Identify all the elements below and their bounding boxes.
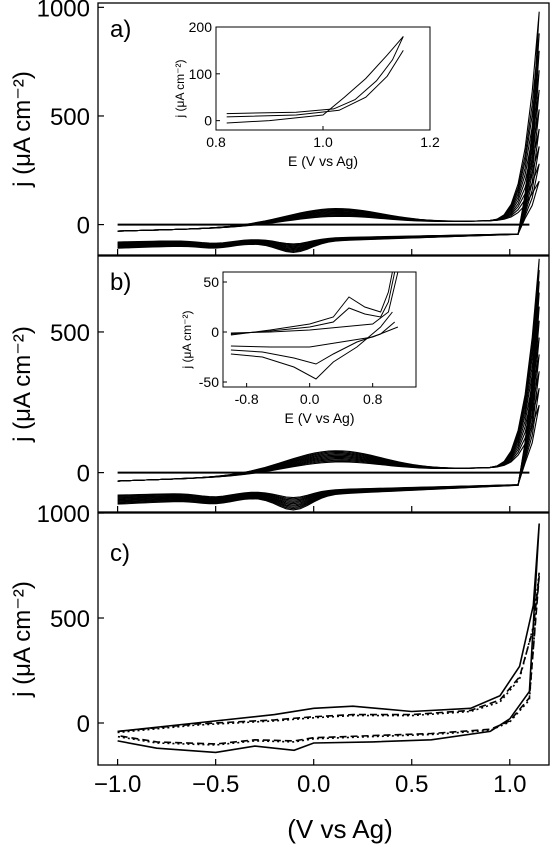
inset-x-tick-label: 1.0 [313, 134, 333, 150]
plot-area-0 [117, 11, 540, 253]
cv-trace-dotted [117, 571, 540, 746]
inset-x-tick-label: 0.8 [206, 134, 226, 150]
panel-label: b) [110, 269, 131, 296]
y-axis-label: j (μA cm⁻²) [9, 326, 36, 443]
plot-area-2 [117, 523, 540, 754]
panel-label: c) [110, 540, 130, 567]
inset-x-label: E (V vs Ag) [288, 153, 358, 169]
inset-y-tick-label: 200 [189, 19, 213, 35]
inset-x-tick-label: 0.8 [363, 391, 383, 407]
x-axis-label: (V vs Ag) [287, 814, 392, 844]
panel-frame-1 [97, 255, 550, 513]
x-tick-label: 0.0 [297, 771, 330, 798]
plot-area-1 [117, 258, 540, 511]
panel-frame-0 [97, 2, 550, 256]
inset-trace-1 [230, 311, 393, 380]
inset-y-tick-label: 0 [211, 324, 219, 340]
y-axis-label: j (μA cm⁻²) [9, 581, 36, 698]
inset-trace-1 [226, 36, 404, 124]
cv-cycle-11 [117, 258, 540, 511]
y-tick-label: 1000 [37, 0, 90, 22]
inset-trace-2 [226, 50, 404, 118]
inset-x-tick-label: 0.0 [300, 391, 320, 407]
cv-cycle-2 [117, 388, 540, 500]
y-tick-label: 1000 [37, 501, 90, 528]
inset-y-tick-label: 50 [203, 274, 219, 290]
x-tick-label: 0.5 [395, 771, 428, 798]
inset-trace-0 [226, 36, 404, 115]
inset-trace-0 [230, 272, 393, 336]
y-tick-label: 500 [50, 104, 90, 131]
x-tick-label: 1.0 [493, 771, 526, 798]
y-tick-label: 0 [77, 461, 90, 488]
panel-label: a) [110, 16, 131, 43]
cv-cycle-3 [117, 371, 540, 501]
x-tick-label: −1.0 [94, 771, 141, 798]
inset-y-tick-label: -50 [199, 374, 219, 390]
y-tick-label: 0 [77, 711, 90, 738]
inset-x-label: E (V vs Ag) [284, 410, 354, 426]
cv-cycle-10 [117, 11, 540, 253]
cv-trace-dashed [117, 575, 540, 745]
inset-trace-4 [230, 272, 399, 334]
inset-y-label: j (μA cm⁻²) [173, 60, 187, 119]
x-tick-label: −0.5 [192, 771, 239, 798]
y-tick-label: 500 [50, 320, 90, 347]
inset-plot [226, 36, 404, 124]
inset-y-tick-label: 0 [204, 113, 212, 129]
inset-y-tick-label: 100 [189, 66, 213, 82]
y-tick-label: 0 [77, 213, 90, 240]
inset-y-label: j (μA cm⁻²) [180, 311, 194, 370]
inset-x-tick-label: -0.8 [235, 391, 259, 407]
y-tick-label: 500 [50, 606, 90, 633]
cv-trace-solid [117, 523, 540, 754]
panel-frame-2 [97, 512, 550, 766]
inset-x-tick-label: 1.2 [420, 134, 440, 150]
cv-cycle-2 [117, 163, 540, 246]
inset-trace-5 [230, 326, 399, 348]
y-axis-label: j (μA cm⁻²) [9, 71, 36, 188]
inset-plot [230, 272, 399, 380]
inset-trace-2 [230, 272, 396, 335]
